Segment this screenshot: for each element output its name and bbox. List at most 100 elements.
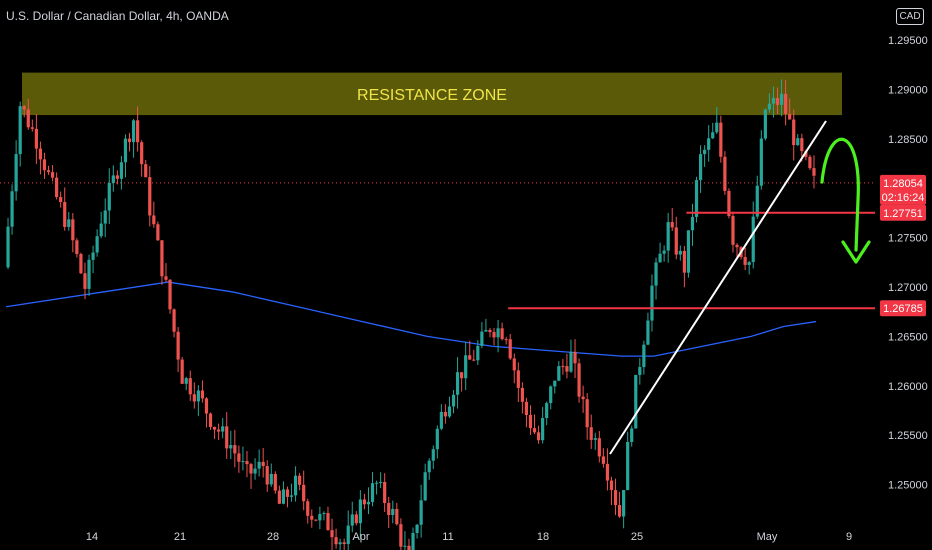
candle-body — [694, 180, 699, 217]
candle — [723, 151, 727, 195]
y-tick-label: 1.27500 — [888, 233, 928, 245]
candle-body — [435, 428, 439, 450]
candle — [630, 425, 634, 447]
candle-body — [383, 481, 387, 503]
candle-body — [423, 472, 427, 501]
candle-body — [103, 210, 107, 224]
candle-body — [703, 149, 707, 155]
candle — [221, 418, 225, 439]
candle-body — [99, 223, 103, 237]
x-tick-label: Apr — [352, 531, 369, 543]
x-tick-label: 9 — [846, 531, 852, 543]
candle — [152, 201, 156, 228]
candle-body — [362, 499, 367, 505]
candle-body — [719, 122, 723, 157]
candle — [200, 380, 205, 403]
candle-body — [180, 359, 184, 384]
candle — [662, 245, 666, 262]
candle — [285, 486, 290, 508]
candle — [127, 132, 132, 152]
candle — [225, 412, 229, 459]
candle — [492, 327, 496, 346]
candle — [192, 382, 196, 409]
candle-body — [520, 387, 524, 402]
candle-body — [690, 216, 695, 231]
candle — [577, 358, 581, 403]
candle — [496, 319, 500, 353]
candle-body — [176, 331, 180, 360]
y-tick-label: 1.27000 — [888, 282, 928, 294]
candle — [403, 531, 407, 550]
candle — [383, 473, 387, 512]
candle-body — [605, 463, 610, 481]
candle — [411, 527, 415, 550]
candle-body — [241, 461, 245, 463]
candle-body — [536, 432, 541, 441]
candle-body — [314, 519, 318, 521]
candle-body — [512, 358, 516, 371]
candle-body — [500, 328, 504, 340]
candle-body — [561, 366, 565, 368]
candle-body — [30, 127, 34, 129]
candle-body — [46, 170, 51, 173]
price-tags: 1.28054 02:16:24 1.27751 1.26785 — [880, 174, 926, 317]
candle-body — [152, 215, 156, 225]
candle — [601, 448, 605, 468]
candle — [289, 483, 294, 502]
candle — [63, 187, 67, 231]
candle — [119, 156, 124, 190]
candle — [784, 79, 788, 126]
currency-badge[interactable]: CAD — [896, 8, 924, 25]
candle-body — [492, 332, 496, 338]
candle — [549, 385, 553, 410]
candle-body — [326, 512, 330, 531]
candle — [585, 393, 589, 440]
candle — [763, 108, 767, 141]
current-price-tag-bg — [880, 174, 926, 205]
candle-body — [747, 262, 751, 265]
candle — [212, 426, 217, 440]
candle — [788, 98, 792, 120]
candle — [719, 115, 723, 163]
candle-body — [488, 329, 492, 333]
candle — [115, 170, 119, 185]
candle-body — [22, 106, 26, 110]
candle-body — [208, 413, 213, 427]
candle — [711, 122, 715, 139]
candle — [703, 145, 707, 167]
candle — [638, 358, 642, 385]
candle — [605, 448, 610, 491]
candle-body — [91, 252, 95, 260]
y-tick-label: 1.29000 — [888, 84, 928, 96]
resistance-zone-box — [22, 72, 842, 116]
candle — [30, 119, 34, 132]
candle — [779, 79, 784, 117]
candle — [95, 229, 99, 257]
candle — [164, 263, 168, 283]
candle-body — [800, 138, 804, 152]
level-tag-2: 1.26785 — [880, 300, 926, 317]
forecast-arrow-curve — [820, 137, 860, 252]
candle — [508, 334, 512, 361]
y-tick-label: 1.29500 — [888, 35, 928, 47]
candle-body — [451, 394, 456, 407]
level-tag-1-bg — [880, 204, 926, 221]
candle-body — [318, 513, 322, 521]
candle — [500, 322, 504, 341]
candle-body — [136, 120, 140, 143]
candle-body — [464, 355, 468, 379]
candle — [427, 458, 431, 480]
candle — [755, 175, 759, 219]
candle — [111, 165, 115, 192]
candle-body — [784, 93, 788, 114]
candle — [241, 446, 245, 471]
candle-body — [131, 120, 136, 143]
candle-body — [229, 445, 233, 449]
candle — [18, 101, 22, 167]
candle — [156, 221, 160, 241]
candle — [387, 496, 391, 529]
candle — [91, 245, 95, 274]
candle-body — [504, 339, 508, 341]
candle-body — [658, 253, 662, 263]
